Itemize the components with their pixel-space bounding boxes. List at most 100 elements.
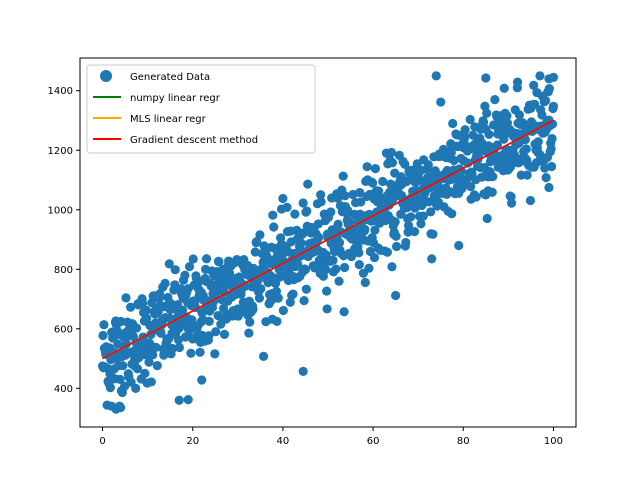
data-point [328,255,338,265]
data-point [427,254,437,264]
data-point [142,313,152,323]
data-point [370,225,380,235]
data-point [232,254,242,265]
data-point [301,284,311,294]
data-point [431,71,441,81]
y-axis: 400 600 800 1000 1200 1400 [48,86,80,395]
data-point [522,170,532,180]
data-point [438,144,449,154]
data-point [423,160,433,170]
y-tick-label: 1200 [48,146,73,157]
data-point [121,339,132,349]
data-point [148,350,158,360]
data-point [98,330,108,341]
data-point [456,166,467,176]
data-point [151,342,161,352]
data-point [541,173,551,183]
x-axis: 0 20 40 60 80 100 [99,427,563,447]
data-point [144,357,154,367]
data-point [298,198,308,208]
data-point [300,264,311,275]
data-point [201,254,212,264]
legend-label-gradient: Gradient descent method [130,135,258,146]
data-point [316,197,326,207]
data-point [170,265,180,275]
data-point [471,192,481,202]
data-point [219,329,230,339]
data-point [402,176,412,187]
data-point [244,328,254,338]
data-point [382,247,392,257]
data-point [210,349,220,359]
legend-marker-scatter [100,70,112,82]
data-point [278,305,288,316]
data-point [465,114,475,125]
data-point [460,132,470,142]
data-point [248,304,258,314]
data-point [140,368,150,378]
data-point [541,96,551,106]
data-point [360,224,370,234]
data-point [446,148,456,158]
data-point [514,110,525,120]
data-point [126,302,136,312]
data-point [512,83,522,93]
data-point [360,277,370,288]
data-point [502,111,512,121]
data-point [506,198,517,208]
data-point [187,315,197,325]
data-point [533,137,543,147]
data-point [391,241,402,252]
data-point [313,219,323,229]
data-point [333,193,343,203]
data-point [186,348,196,358]
data-point [525,195,536,206]
data-point [428,229,438,239]
legend-label-numpy: numpy linear regr [130,93,221,104]
data-point [132,364,143,374]
data-point [156,328,166,338]
data-point [113,339,123,349]
data-point [340,191,350,201]
data-point [385,179,396,189]
data-point [333,219,343,229]
data-point [466,181,476,192]
x-tick-label: 60 [367,436,380,447]
data-point [548,101,559,111]
data-point [115,403,126,413]
data-point [481,190,491,200]
data-point [374,186,384,196]
data-point [278,193,288,204]
data-point [105,383,115,393]
data-point [174,395,184,405]
data-point [173,335,184,345]
data-point [356,197,366,207]
y-tick-label: 400 [54,384,73,395]
data-point [282,202,292,212]
data-point [490,95,500,105]
plot-frame [79,57,577,428]
data-point [250,247,260,257]
x-tick-label: 0 [99,436,105,447]
data-point [141,305,151,315]
data-point [354,248,364,258]
data-point [362,162,372,172]
data-point [183,395,193,405]
data-point [409,226,420,237]
y-tick-label: 1000 [48,205,73,216]
data-point [355,187,365,198]
data-point [387,262,397,272]
data-point [481,73,491,83]
data-point [285,297,295,307]
legend-label-mls: MLS linear regr [130,114,207,125]
data-point [403,220,414,231]
regression-lines [102,119,554,360]
data-point [346,252,357,262]
data-point [547,161,557,172]
data-point [482,108,492,118]
data-point [334,276,344,286]
data-point [322,304,332,314]
data-point [338,171,348,181]
x-tick-label: 20 [186,436,199,447]
